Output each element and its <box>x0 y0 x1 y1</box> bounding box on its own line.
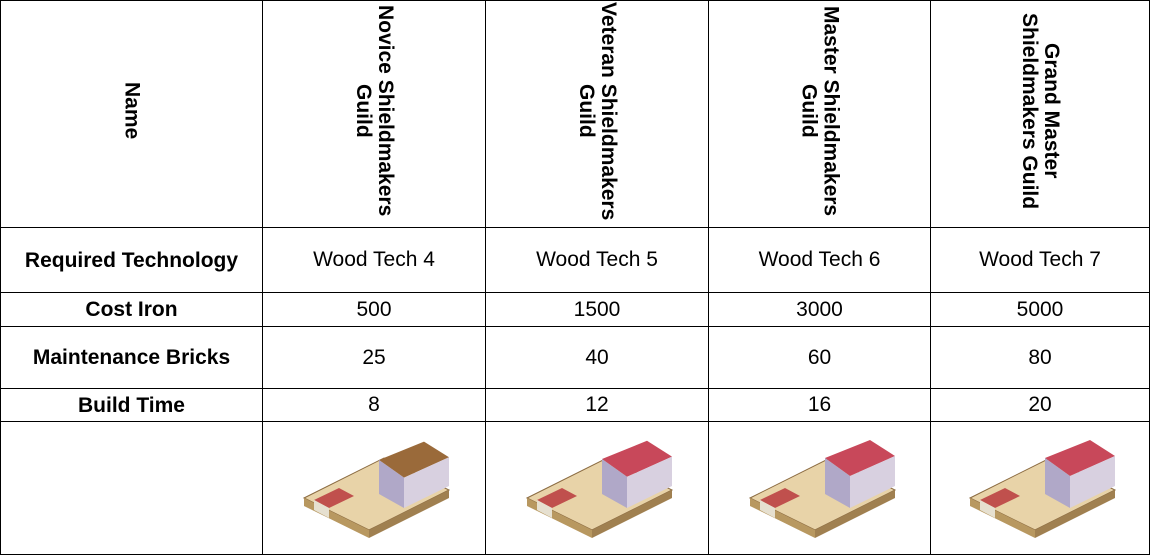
data-row: Build Time 8 12 16 20 <box>0 388 1150 422</box>
header-text: Grand Master Shieldmakers Guild <box>1018 12 1063 210</box>
header-cell: Veteran Shieldmakers Guild <box>485 0 709 228</box>
cell: 60 <box>708 326 931 389</box>
image-row <box>0 421 1150 555</box>
data-row: Maintenance Bricks 25 40 60 80 <box>0 326 1150 389</box>
header-text: Veteran Shieldmakers Guild <box>575 1 620 221</box>
row-label: Maintenance Bricks <box>0 326 263 389</box>
cell: 40 <box>485 326 709 389</box>
building-image <box>968 440 1117 538</box>
building-image <box>748 440 896 538</box>
cell: 16 <box>708 388 931 422</box>
cell <box>0 421 263 555</box>
cell <box>485 421 709 555</box>
row-label: Cost Iron <box>0 292 263 327</box>
building-image <box>302 441 451 538</box>
cell <box>708 421 931 555</box>
cell: 80 <box>930 326 1150 389</box>
header-cell: Novice Shieldmakers Guild <box>262 0 486 228</box>
cell: Wood Tech 6 <box>708 227 931 293</box>
data-row: Cost Iron 500 1500 3000 5000 <box>0 292 1150 327</box>
cell: 3000 <box>708 292 931 327</box>
row-label: Required Technology <box>0 227 263 293</box>
header-cell: Grand Master Shieldmakers Guild <box>930 0 1150 228</box>
header-cell: Name <box>0 0 263 228</box>
data-row: Required Technology Wood Tech 4 Wood Tech … <box>0 227 1150 293</box>
cell: 12 <box>485 388 709 422</box>
cell <box>262 421 486 555</box>
header-cell: Master Shieldmakers Guild <box>708 0 931 228</box>
cell: 20 <box>930 388 1150 422</box>
cell: 500 <box>262 292 486 327</box>
building-image <box>525 440 674 538</box>
cell: 25 <box>262 326 486 389</box>
cell: 1500 <box>485 292 709 327</box>
header-row: Name Novice Shieldmakers Guild Veteran Shi… <box>0 0 1150 228</box>
row-label: Build Time <box>0 388 263 422</box>
cell: Wood Tech 7 <box>930 227 1150 293</box>
header-text: Name <box>120 82 144 140</box>
header-text: Novice Shieldmakers Guild <box>352 5 397 217</box>
cell: Wood Tech 4 <box>262 227 486 293</box>
cell: Wood Tech 5 <box>485 227 709 293</box>
cell: 5000 <box>930 292 1150 327</box>
cell <box>930 421 1150 555</box>
header-text: Master Shieldmakers Guild <box>797 5 843 217</box>
cell: 8 <box>262 388 486 422</box>
